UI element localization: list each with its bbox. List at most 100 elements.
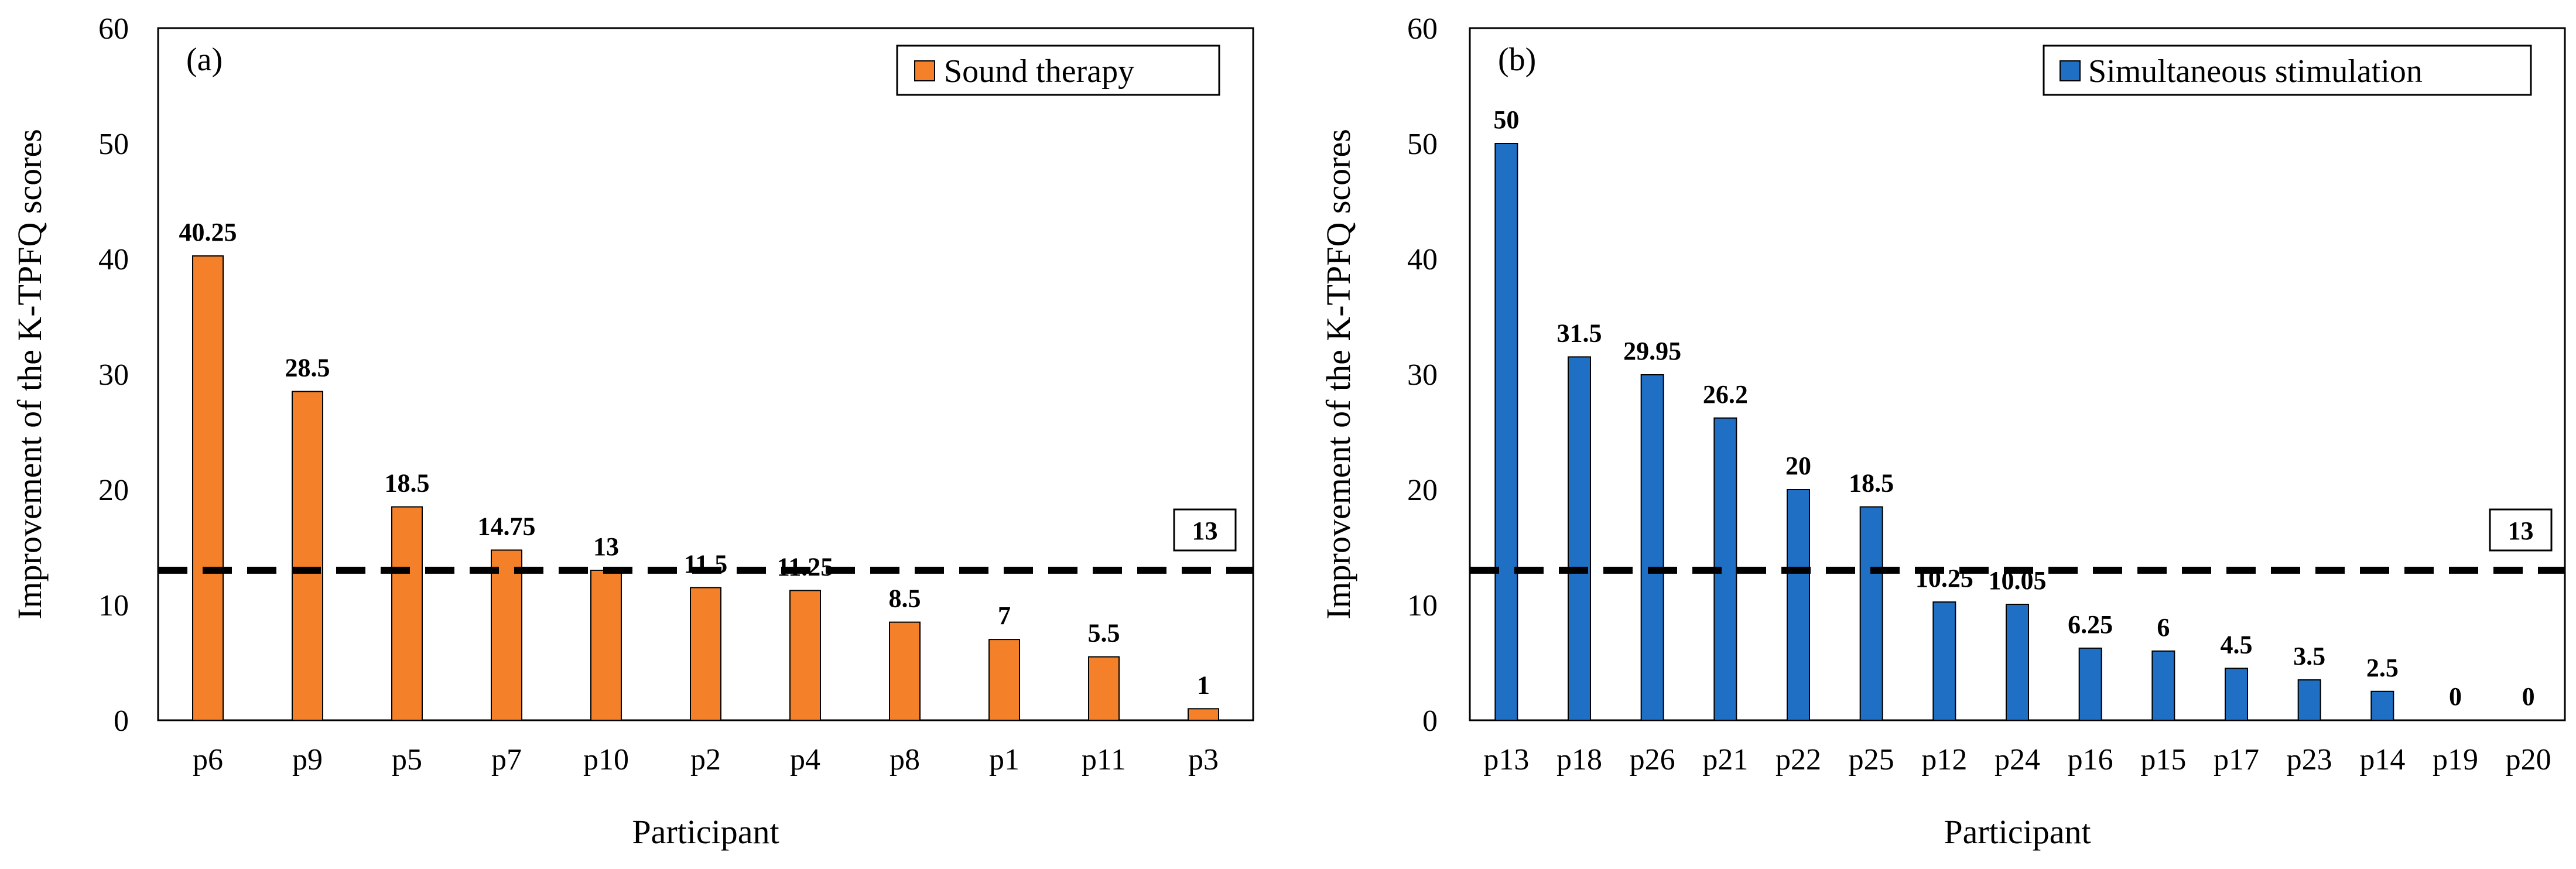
- value-label-p2: 11.5: [684, 549, 728, 578]
- value-label-p15: 6: [2157, 613, 2170, 642]
- x-tick-p2: p2: [690, 743, 721, 776]
- legend-swatch-b: [2060, 60, 2081, 81]
- bar-p16: [2078, 647, 2102, 721]
- y-tick-0: 0: [1422, 704, 1438, 738]
- x-tick-labels-a: p6 p9 p5 p7 p10 p2 p4 p8 p1 p11 p3: [193, 743, 1219, 776]
- value-label-p6: 40.25: [179, 218, 237, 247]
- value-label-p5: 18.5: [385, 469, 430, 498]
- y-tick-labels-a: 0 10 20 30 40 50 60: [98, 12, 129, 738]
- bar-p26: [1640, 374, 1664, 721]
- bar-p24: [2006, 604, 2029, 721]
- bar-p1: [988, 639, 1020, 721]
- bar-p4: [789, 590, 821, 721]
- panel-a: 40.25 28.5 18.5 14.75 13 11.5 11.25 8.5 7 5.5 1 p6…: [11, 12, 1254, 851]
- value-label-p9: 28.5: [285, 354, 330, 382]
- value-label-p20: 0: [2522, 682, 2535, 711]
- value-label-p19: 0: [2449, 682, 2462, 711]
- x-tick-p17: p17: [2214, 743, 2259, 776]
- x-tick-p8: p8: [890, 743, 920, 776]
- x-tick-p23: p23: [2287, 743, 2332, 776]
- value-label-p7: 14.75: [478, 512, 536, 540]
- x-axis-title-a: Participant: [632, 813, 779, 851]
- value-label-p4: 11.25: [777, 552, 834, 581]
- y-tick-50: 50: [1407, 128, 1438, 161]
- x-tick-p21: p21: [1702, 743, 1748, 776]
- bar-p11: [1088, 656, 1120, 721]
- value-label-p14: 2.5: [2366, 654, 2399, 682]
- x-tick-p16: p16: [2068, 743, 2113, 776]
- y-tick-40: 40: [1407, 243, 1438, 276]
- x-tick-p7: p7: [491, 743, 522, 776]
- y-tick-10: 10: [98, 589, 129, 622]
- legend-box-a: [896, 45, 1220, 96]
- y-tick-60: 60: [1407, 12, 1438, 46]
- value-label-p8: 8.5: [889, 584, 921, 613]
- x-tick-p14: p14: [2359, 743, 2405, 776]
- value-label-p16: 6.25: [2068, 610, 2113, 639]
- threshold-label-b: 13: [2508, 516, 2534, 545]
- x-tick-p20: p20: [2506, 743, 2551, 776]
- x-tick-p22: p22: [1776, 743, 1821, 776]
- x-axis-title-b: Participant: [1944, 813, 2091, 851]
- y-axis-title-b: Improvement of the K-TPFQ scores: [1319, 129, 1357, 620]
- bar-p23: [2297, 679, 2321, 721]
- bar-p9: [292, 391, 323, 721]
- bar-p5: [391, 506, 423, 721]
- y-tick-20: 20: [1407, 474, 1438, 507]
- value-label-p10: 13: [593, 532, 619, 561]
- x-tick-p3: p3: [1188, 743, 1219, 776]
- x-tick-p24: p24: [1995, 743, 2040, 776]
- x-tick-p18: p18: [1556, 743, 1602, 776]
- x-tick-p19: p19: [2433, 743, 2478, 776]
- value-label-p18: 31.5: [1557, 319, 1602, 347]
- y-axis-title-a: Improvement of the K-TPFQ scores: [11, 129, 49, 620]
- x-tick-p13: p13: [1483, 743, 1529, 776]
- x-tick-p5: p5: [392, 743, 422, 776]
- y-tick-30: 30: [1407, 358, 1438, 392]
- x-tick-p10: p10: [583, 743, 629, 776]
- value-labels-a: 40.25 28.5 18.5 14.75 13 11.5 11.25 8.5 7 5.5 1: [179, 218, 1210, 699]
- value-label-p11: 5.5: [1088, 619, 1120, 648]
- x-tick-labels-b: p13 p18 p26 p21 p22 p25 p12 p24 p16 p15 p17 p23 p14 p…: [1483, 743, 2551, 776]
- value-label-p21: 26.2: [1703, 380, 1748, 409]
- bar-p15: [2151, 650, 2175, 721]
- panel-label-b: (b): [1498, 42, 1536, 78]
- y-tick-40: 40: [98, 243, 129, 276]
- y-tick-50: 50: [98, 128, 129, 161]
- bar-p7: [491, 549, 522, 721]
- legend-label-b: Simultaneous stimulation: [2088, 53, 2423, 90]
- panel-label-a: (a): [186, 42, 223, 78]
- legend-swatch-a: [914, 60, 935, 81]
- threshold-box-a: [1173, 508, 1237, 552]
- x-tick-p11: p11: [1082, 743, 1126, 776]
- value-label-p3: 1: [1197, 670, 1210, 699]
- bar-p17: [2225, 668, 2248, 721]
- x-tick-p25: p25: [1849, 743, 1894, 776]
- legend-label-a: Sound therapy: [944, 53, 1134, 90]
- x-tick-p12: p12: [1921, 743, 1967, 776]
- value-label-p22: 20: [1785, 451, 1811, 480]
- x-tick-p15: p15: [2140, 743, 2186, 776]
- y-tick-60: 60: [98, 12, 129, 46]
- x-tick-p9: p9: [292, 743, 323, 776]
- value-label-p1: 7: [998, 601, 1011, 630]
- threshold-label-a: 13: [1192, 516, 1218, 545]
- threshold-box-b: [2489, 508, 2553, 552]
- bar-p25: [1859, 506, 1883, 721]
- bar-p2: [690, 587, 721, 721]
- bar-p3: [1188, 708, 1219, 721]
- bars-b: [1494, 143, 2394, 721]
- legend-box-b: [2043, 45, 2532, 96]
- value-label-p26: 29.95: [1623, 337, 1681, 365]
- y-tick-30: 30: [98, 358, 129, 392]
- y-tick-10: 10: [1407, 589, 1438, 622]
- bar-p18: [1568, 356, 1591, 721]
- bar-p8: [889, 621, 921, 721]
- bar-p6: [192, 255, 224, 721]
- bars-a: [192, 255, 1219, 721]
- value-label-p17: 4.5: [2221, 630, 2253, 659]
- bar-p22: [1787, 489, 1810, 721]
- x-tick-p1: p1: [989, 743, 1020, 776]
